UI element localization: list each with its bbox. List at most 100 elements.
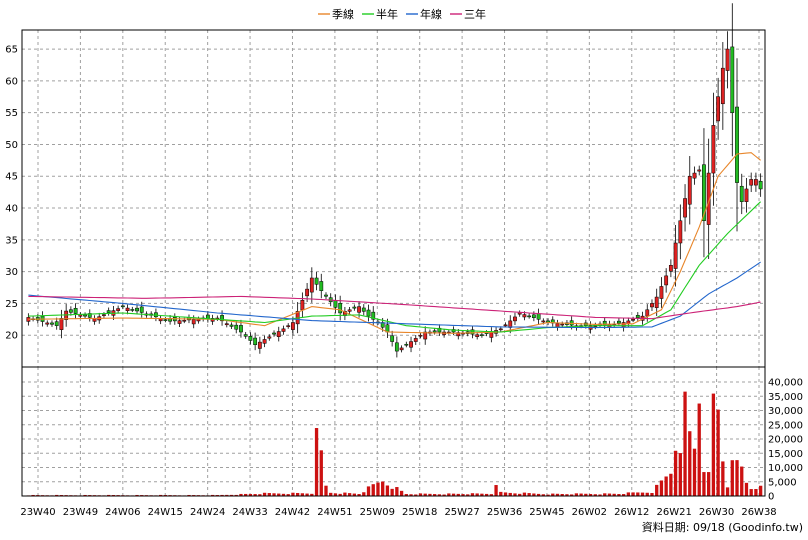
volume-bar (239, 493, 243, 496)
x-tick-label: 25W45 (529, 507, 564, 518)
candle-body (177, 320, 182, 324)
candle-body (220, 315, 224, 322)
candle (404, 341, 409, 348)
volume-bar (636, 492, 640, 496)
candle-body (754, 179, 758, 186)
volume-bar (418, 493, 423, 496)
volume-bar (381, 481, 385, 496)
candle-body (102, 314, 106, 316)
candle (730, 3, 735, 157)
volume-bar (555, 493, 560, 496)
candle (739, 173, 744, 215)
volume-bar (546, 494, 550, 496)
candle-body (45, 322, 50, 325)
candle-body (513, 316, 517, 322)
candle (342, 306, 347, 321)
candle-body (234, 324, 239, 330)
candle-body (324, 294, 328, 297)
volume-bar (187, 494, 191, 496)
volume-bar (347, 493, 352, 496)
volume-gridlines (22, 367, 765, 496)
candle (432, 328, 437, 335)
candle (125, 304, 130, 315)
candle-body (243, 334, 248, 337)
volume-bar (253, 494, 257, 496)
volume-bar (565, 494, 569, 496)
candle-body (711, 125, 716, 174)
candle-body (758, 181, 763, 190)
candle-body (527, 315, 532, 318)
volume-bar (244, 493, 248, 496)
x-tick-label: 24W42 (275, 507, 310, 518)
volume-bar (489, 494, 494, 496)
volume-tick-label: 0 (768, 492, 774, 503)
candle-body (130, 309, 135, 311)
candle-body (59, 318, 64, 330)
candle-body (50, 322, 54, 325)
candle-body (83, 314, 87, 317)
price-tick-label: 40 (5, 204, 18, 215)
candle (73, 303, 78, 319)
candle-body (602, 320, 607, 326)
candle-body (749, 179, 754, 186)
price-candles (26, 3, 763, 358)
x-tick-label: 25W27 (444, 507, 479, 518)
candle (678, 204, 683, 260)
volume-bar (234, 494, 238, 496)
x-tick-label: 26W30 (699, 507, 734, 518)
volume-bar (281, 493, 286, 496)
candle (702, 128, 706, 258)
candle (390, 330, 395, 347)
candle-body (191, 319, 196, 325)
price-tick-label: 55 (5, 108, 18, 119)
volume-bar (333, 493, 338, 496)
volume-bar (725, 487, 730, 496)
candle-body (135, 307, 139, 312)
volume-bar (447, 493, 451, 496)
candle (423, 326, 428, 345)
candle (54, 317, 59, 330)
candle (215, 315, 220, 321)
candle (300, 292, 305, 318)
x-tick-label: 24W15 (148, 507, 183, 518)
candle-body (683, 198, 687, 218)
price-axis-labels: 20 25 30 35 40 45 50 55 60 65 (5, 45, 18, 342)
candle (45, 320, 50, 327)
candle-body (404, 343, 409, 346)
legend-label-0: 季線 (332, 7, 354, 21)
candle-body (409, 341, 413, 348)
candle (437, 324, 442, 336)
volume-bar (107, 494, 111, 496)
candle-body (522, 314, 527, 318)
volume-bar (437, 494, 442, 496)
volume-bar (366, 486, 371, 496)
candle (210, 314, 215, 325)
candle-body (106, 310, 111, 313)
candle-body (272, 332, 276, 335)
volume-bar (508, 492, 512, 496)
volume-tick-label: 30,000 (768, 406, 803, 417)
volume-bar (621, 494, 626, 496)
candle (550, 316, 555, 327)
candle-body (248, 336, 253, 341)
volume-bar (338, 493, 342, 496)
candle (720, 42, 725, 130)
candle (130, 306, 135, 313)
x-axis-labels: 23W40 23W49 24W06 24W15 24W24 24W33 24W42 24W51… (20, 507, 776, 518)
volume-bar (31, 494, 35, 496)
candle (102, 312, 106, 318)
candle (229, 322, 234, 329)
candle-body (744, 188, 749, 202)
candle-body (697, 169, 702, 172)
candle (361, 304, 366, 316)
candle-body (678, 220, 683, 244)
x-tick-label: 26W12 (614, 507, 649, 518)
volume-bars (26, 391, 763, 496)
candle (683, 184, 687, 232)
candle (754, 172, 758, 192)
candle (560, 321, 565, 328)
volume-bar (593, 494, 597, 496)
candle (333, 294, 338, 314)
price-tick-label: 30 (5, 267, 18, 278)
x-tick-label: 26W02 (572, 507, 607, 518)
